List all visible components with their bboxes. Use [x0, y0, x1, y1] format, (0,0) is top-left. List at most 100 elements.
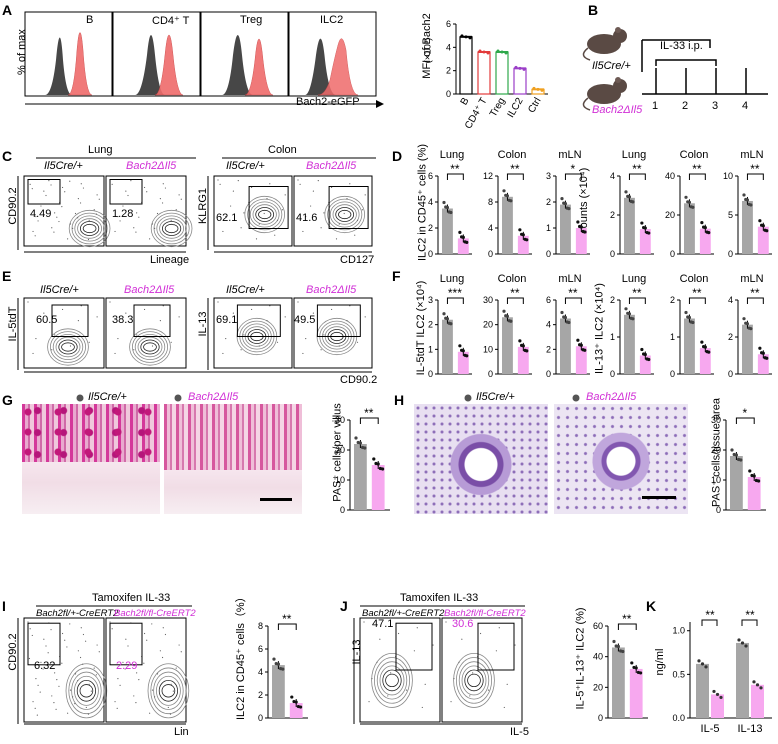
g-dot	[381, 467, 385, 471]
i-ko-event	[114, 701, 116, 703]
i-dot	[290, 695, 294, 699]
e-ctrl-1-gate	[51, 304, 89, 337]
i-ctrl-event	[29, 628, 31, 630]
panel-label-d: D	[392, 148, 403, 164]
i-ko-event	[159, 650, 161, 652]
d-4-dot	[687, 200, 692, 204]
a-xlabel: Bach2-eGFP	[296, 96, 360, 108]
i-ctrl-event	[40, 661, 42, 663]
d-1-dot	[502, 189, 506, 193]
d-1-tick-label: 4	[488, 223, 493, 233]
j-bar-ctrl	[612, 647, 625, 718]
e-ko-2-event	[331, 308, 333, 311]
h-tick-label: 30	[711, 415, 721, 425]
c-lung-ctrl-event	[90, 224, 92, 226]
i-ko-event	[178, 644, 180, 646]
c-lung-ko-event	[133, 227, 135, 229]
i-ko-contour	[153, 671, 184, 710]
c-lung-ctrl-event	[50, 184, 52, 186]
i-dot	[276, 662, 280, 666]
e-ko-2-event	[346, 320, 348, 322]
d-5-dot	[761, 224, 765, 228]
i-ctrl-event	[92, 697, 95, 699]
i-ctrl-event	[87, 713, 90, 715]
d-3-sig: **	[632, 162, 642, 176]
d-4-dot	[700, 221, 704, 225]
c-colon-ctrl-event	[240, 227, 242, 229]
c-colon-ctrl-event	[230, 205, 232, 207]
e-ko-2-event	[297, 301, 299, 303]
d-0-dot	[461, 235, 465, 239]
i-sig: **	[282, 612, 292, 626]
c-lung-ko-contour	[162, 221, 182, 236]
c-colon-ko-contour	[332, 204, 357, 225]
g-dot	[363, 446, 367, 450]
j-ctrl-event	[397, 632, 400, 635]
c-lung-ctrl-event	[31, 188, 33, 190]
j-pct-2: 30.6	[452, 618, 474, 630]
f-1-dot	[509, 319, 513, 323]
i-ctrl-event	[90, 690, 92, 692]
e-ctrl-2-event	[222, 352, 224, 355]
i-ctrl-event	[45, 645, 47, 647]
a-bar-tick-label: 6	[446, 19, 451, 29]
c-colon-ko-event	[299, 183, 301, 185]
c-ko-lung: Bach2ΔIl5	[126, 160, 177, 172]
d-4-dot	[691, 205, 695, 209]
d-3-sig-bracket	[628, 173, 646, 180]
i-ctrl-event	[53, 702, 55, 704]
c-lung-ko-event	[159, 198, 161, 200]
c-colon-ko-gate	[328, 186, 369, 229]
e-ctrl-2-event	[217, 301, 219, 303]
c-colon-ko-event	[317, 180, 319, 182]
h-tick-label: 10	[711, 475, 721, 485]
c-colon-ctrl-contour	[247, 198, 283, 231]
e-ko-2-event	[302, 352, 304, 355]
e-ko-1: Bach2ΔIl5	[124, 284, 175, 296]
f-5-bar-ctrl	[742, 324, 753, 374]
e-ctrl-2-event	[276, 341, 279, 343]
d-1-dot	[509, 199, 513, 203]
c-colon-ctrl-event	[251, 186, 253, 189]
f-5-tick-label: 2	[728, 332, 733, 342]
j-ctrl-contour	[376, 661, 408, 700]
d-4-bar-ctrl	[684, 203, 695, 254]
a-hist-title-cd4: CD4⁺ T	[152, 15, 190, 27]
i-ko-event	[172, 690, 174, 692]
e-ko-1-contour	[129, 328, 171, 366]
d-2-dot	[567, 207, 571, 211]
f-2-dot	[563, 315, 568, 320]
j-ctrl-event	[376, 661, 378, 663]
f-1-tick-label: 20	[483, 320, 493, 330]
e-ctrl-2: Il5Cre/+	[226, 284, 265, 296]
i-dot	[299, 705, 303, 709]
e-ctrl-2-event	[266, 320, 268, 322]
h-sig: *	[742, 406, 747, 420]
c-lung-ctrl-event	[45, 194, 47, 197]
i-ko-event	[136, 672, 138, 674]
c-lung-ctrl-gate	[27, 179, 61, 205]
a-bar-dot	[460, 34, 464, 38]
d-3-dot	[624, 190, 628, 194]
c-lung-ko-event	[111, 183, 113, 185]
f-3-dot	[640, 347, 644, 352]
f-4-dot	[684, 310, 688, 315]
i-ko-event	[154, 696, 156, 698]
f-3-dot	[643, 352, 647, 357]
e-ko-2-event	[323, 334, 325, 336]
f-2-tick-label: 2	[546, 344, 551, 354]
j-dot	[630, 661, 634, 665]
j-ko-contour	[453, 652, 495, 708]
d-1-bar-ctrl	[502, 196, 513, 254]
h-bar-ctrl	[730, 456, 743, 510]
c-colon-ctrl-contour	[252, 204, 277, 225]
j-ctrl-event	[387, 695, 389, 697]
e-ctrl-1-contour	[52, 333, 84, 360]
c-colon-ko-event	[356, 219, 359, 221]
j-ko-contour	[455, 657, 492, 704]
d-1-sig: **	[510, 162, 520, 176]
e-ctrl-2-event	[240, 349, 242, 351]
e-ctrl-2-event	[251, 308, 253, 311]
